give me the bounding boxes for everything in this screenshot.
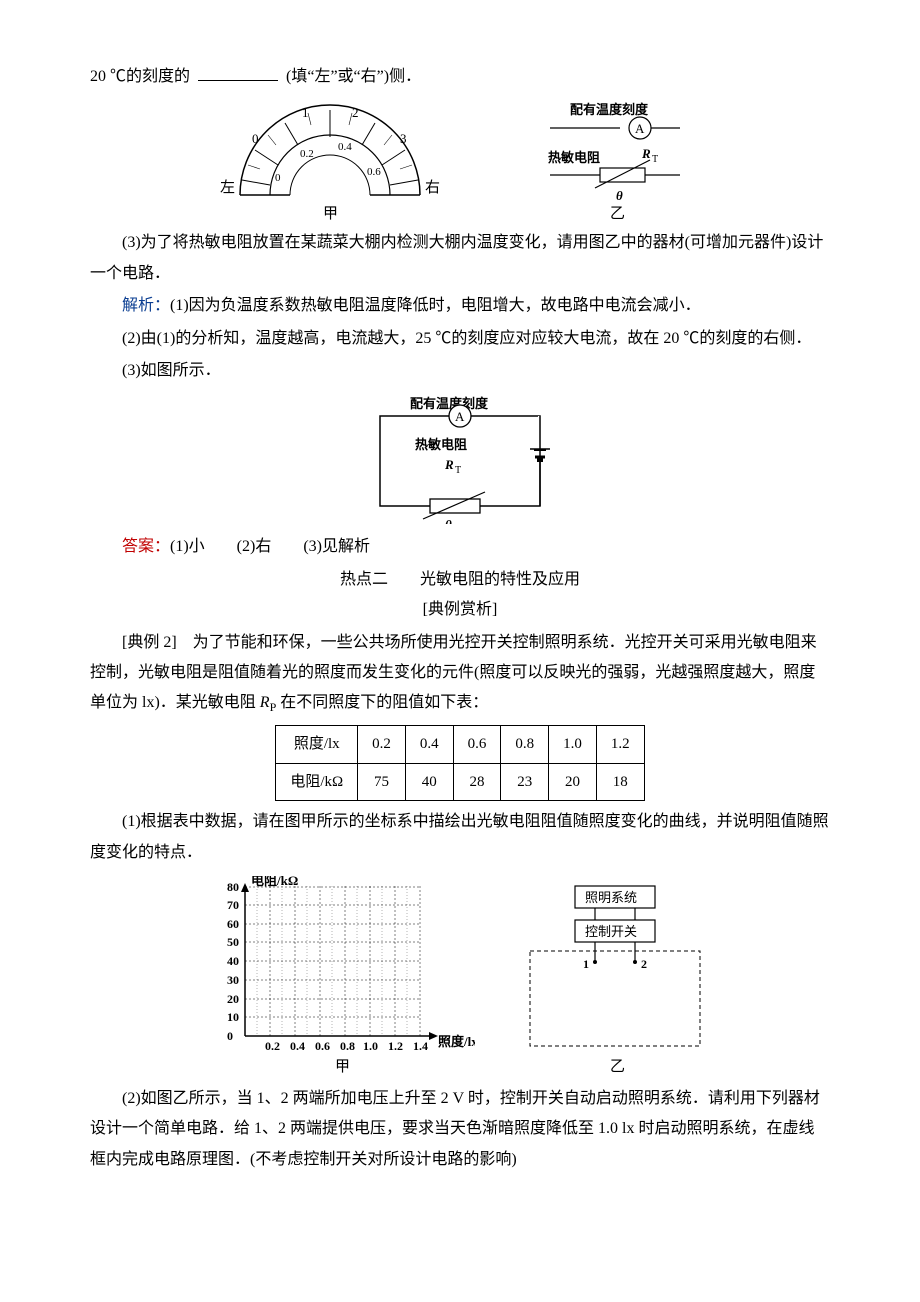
tr-label: 电阻/kΩ — [276, 763, 358, 801]
tr-v4: 20 — [549, 763, 597, 801]
yt1: 10 — [227, 1010, 239, 1024]
gauge-top-3: 3 — [400, 131, 407, 146]
yt2: 20 — [227, 992, 239, 1006]
components-svg: 配有温度刻度 A 热敏电阻 R T θ 乙 — [510, 100, 710, 220]
answer-body: (1)小 (2)右 (3)见解析 — [170, 538, 370, 555]
analysis-1: (1)因为负温度系数热敏电阻温度降低时，电阻增大，故电路中电流会减小． — [170, 297, 701, 314]
yt8: 80 — [227, 880, 239, 894]
graph-caption: 甲 — [335, 1059, 350, 1075]
example-2: [典例 2] 为了节能和环保，一些公共场所使用光控开关控制照明系统．光控开关可采… — [90, 628, 830, 720]
tr-v0: 75 — [358, 763, 406, 801]
gauge-top-2: 2 — [352, 105, 359, 120]
xt3: 0.6 — [315, 1039, 330, 1053]
ex2-rp-main: R — [260, 694, 270, 711]
ylabel: 电阻/kΩ — [251, 876, 298, 888]
gauge-bot-1: 0.2 — [300, 148, 314, 160]
gauge-left-label: 左 — [220, 179, 235, 196]
circuit-figure: 配有温度刻度 A 热敏电阻 R T θ — [90, 394, 830, 524]
xt7: 1.4 — [413, 1039, 428, 1053]
th-label: 照度/lx — [276, 726, 358, 764]
circ-ammeter-symbol: A — [455, 409, 465, 424]
xt2: 0.4 — [290, 1039, 305, 1053]
yt7: 70 — [227, 898, 239, 912]
control-box-svg: 照明系统 控制开关 1 2 乙 — [515, 876, 715, 1076]
th-c3: 0.8 — [501, 726, 549, 764]
gauge-bot-2: 0.4 — [338, 141, 352, 153]
gauge-bot-3: 0.6 — [367, 166, 381, 178]
ex2-body2: 在不同照度下的阻值如下表： — [276, 694, 488, 711]
graph-svg: 0 10 20 30 40 50 60 70 80 0.2 0.4 0.6 0.… — [205, 876, 475, 1076]
circ-theta: θ — [445, 517, 452, 524]
blank-fill — [198, 65, 278, 81]
theta: θ — [616, 188, 623, 203]
box-top-label: 照明系统 — [585, 890, 637, 905]
r-main: R — [641, 146, 651, 161]
circ-r-sub: T — [455, 465, 461, 476]
gauge-svg: 0 1 2 3 0 0.2 0.4 0.6 左 右 甲 — [210, 100, 450, 220]
yt5: 50 — [227, 935, 239, 949]
circ-r-main: R — [444, 457, 454, 472]
box-bottom-label: 控制开关 — [585, 924, 637, 939]
figure-graph: 0 10 20 30 40 50 60 70 80 0.2 0.4 0.6 0.… — [90, 876, 830, 1076]
analysis-label: 解析： — [122, 297, 170, 314]
analysis-2: (2)由(1)的分析知，温度越高，电流越大，25 ℃的刻度应对应较大电流，故在 … — [90, 324, 830, 354]
xt1: 0.2 — [265, 1039, 280, 1053]
yt0: 0 — [227, 1029, 233, 1043]
ex2-label: [典例 2] — [122, 634, 193, 651]
th-c0: 0.2 — [358, 726, 406, 764]
gauge-bot-0: 0 — [275, 172, 281, 184]
r-sub: T — [652, 154, 658, 165]
data-table: 照度/lx 0.2 0.4 0.6 0.8 1.0 1.2 电阻/kΩ 75 4… — [275, 725, 644, 801]
th-c4: 1.0 — [549, 726, 597, 764]
ammeter-symbol: A — [635, 121, 645, 136]
question-2b: (2)如图乙所示，当 1、2 两端所加电压上升至 2 V 时，控制开关自动启动照… — [90, 1084, 830, 1175]
tr-v2: 28 — [453, 763, 501, 801]
intro-line: 20 ℃的刻度的 (填“左”或“右”)侧． — [90, 62, 830, 92]
table-row-values: 电阻/kΩ 75 40 28 23 20 18 — [276, 763, 644, 801]
analysis-line-1: 解析：(1)因为负温度系数热敏电阻温度降低时，电阻增大，故电路中电流会减小． — [90, 291, 830, 321]
question-3: (3)为了将热敏电阻放置在某蔬菜大棚内检测大棚内温度变化，请用图乙中的器材(可增… — [90, 228, 830, 289]
tr-v3: 23 — [501, 763, 549, 801]
th-c5: 1.2 — [596, 726, 644, 764]
th-c1: 0.4 — [405, 726, 453, 764]
intro-prefix: 20 ℃的刻度的 — [90, 68, 194, 85]
section-2-title: 热点二 光敏电阻的特性及应用 — [90, 565, 830, 595]
gauge-top-1: 1 — [302, 105, 309, 120]
xt6: 1.2 — [388, 1039, 403, 1053]
xt4: 0.8 — [340, 1039, 355, 1053]
box-caption: 乙 — [610, 1059, 625, 1075]
question-1b: (1)根据表中数据，请在图甲所示的坐标系中描绘出光敏电阻阻值随照度变化的曲线，并… — [90, 807, 830, 868]
terminal-1: 1 — [583, 957, 589, 971]
resistor-label: 热敏电阻 — [548, 150, 600, 165]
tr-v5: 18 — [596, 763, 644, 801]
terminal-2: 2 — [641, 957, 647, 971]
circ-ammeter-label: 配有温度刻度 — [410, 396, 489, 411]
circuit-svg: 配有温度刻度 A 热敏电阻 R T θ — [350, 394, 570, 524]
tr-v1: 40 — [405, 763, 453, 801]
gauge-caption: 甲 — [323, 206, 338, 220]
gauge-right-label: 右 — [425, 179, 440, 196]
fig1-right-caption: 乙 — [610, 206, 625, 220]
table-row-header: 照度/lx 0.2 0.4 0.6 0.8 1.0 1.2 — [276, 726, 644, 764]
section-2-subtitle: [典例赏析] — [90, 595, 830, 625]
yt6: 60 — [227, 917, 239, 931]
yt4: 40 — [227, 954, 239, 968]
answer-label: 答案： — [122, 538, 170, 555]
circ-resistor-label: 热敏电阻 — [415, 437, 467, 452]
figure-1: 0 1 2 3 0 0.2 0.4 0.6 左 右 甲 配有温度刻度 A 热敏电… — [90, 100, 830, 220]
ammeter-label: 配有温度刻度 — [570, 102, 649, 117]
xlabel: 照度/lx — [438, 1034, 475, 1049]
gauge-top-0: 0 — [252, 131, 259, 146]
analysis-3: (3)如图所示． — [90, 356, 830, 386]
th-c2: 0.6 — [453, 726, 501, 764]
xt5: 1.0 — [363, 1039, 378, 1053]
intro-suffix: (填“左”或“右”)侧． — [286, 68, 421, 85]
yt3: 30 — [227, 973, 239, 987]
answer-line: 答案：(1)小 (2)右 (3)见解析 — [90, 532, 830, 562]
